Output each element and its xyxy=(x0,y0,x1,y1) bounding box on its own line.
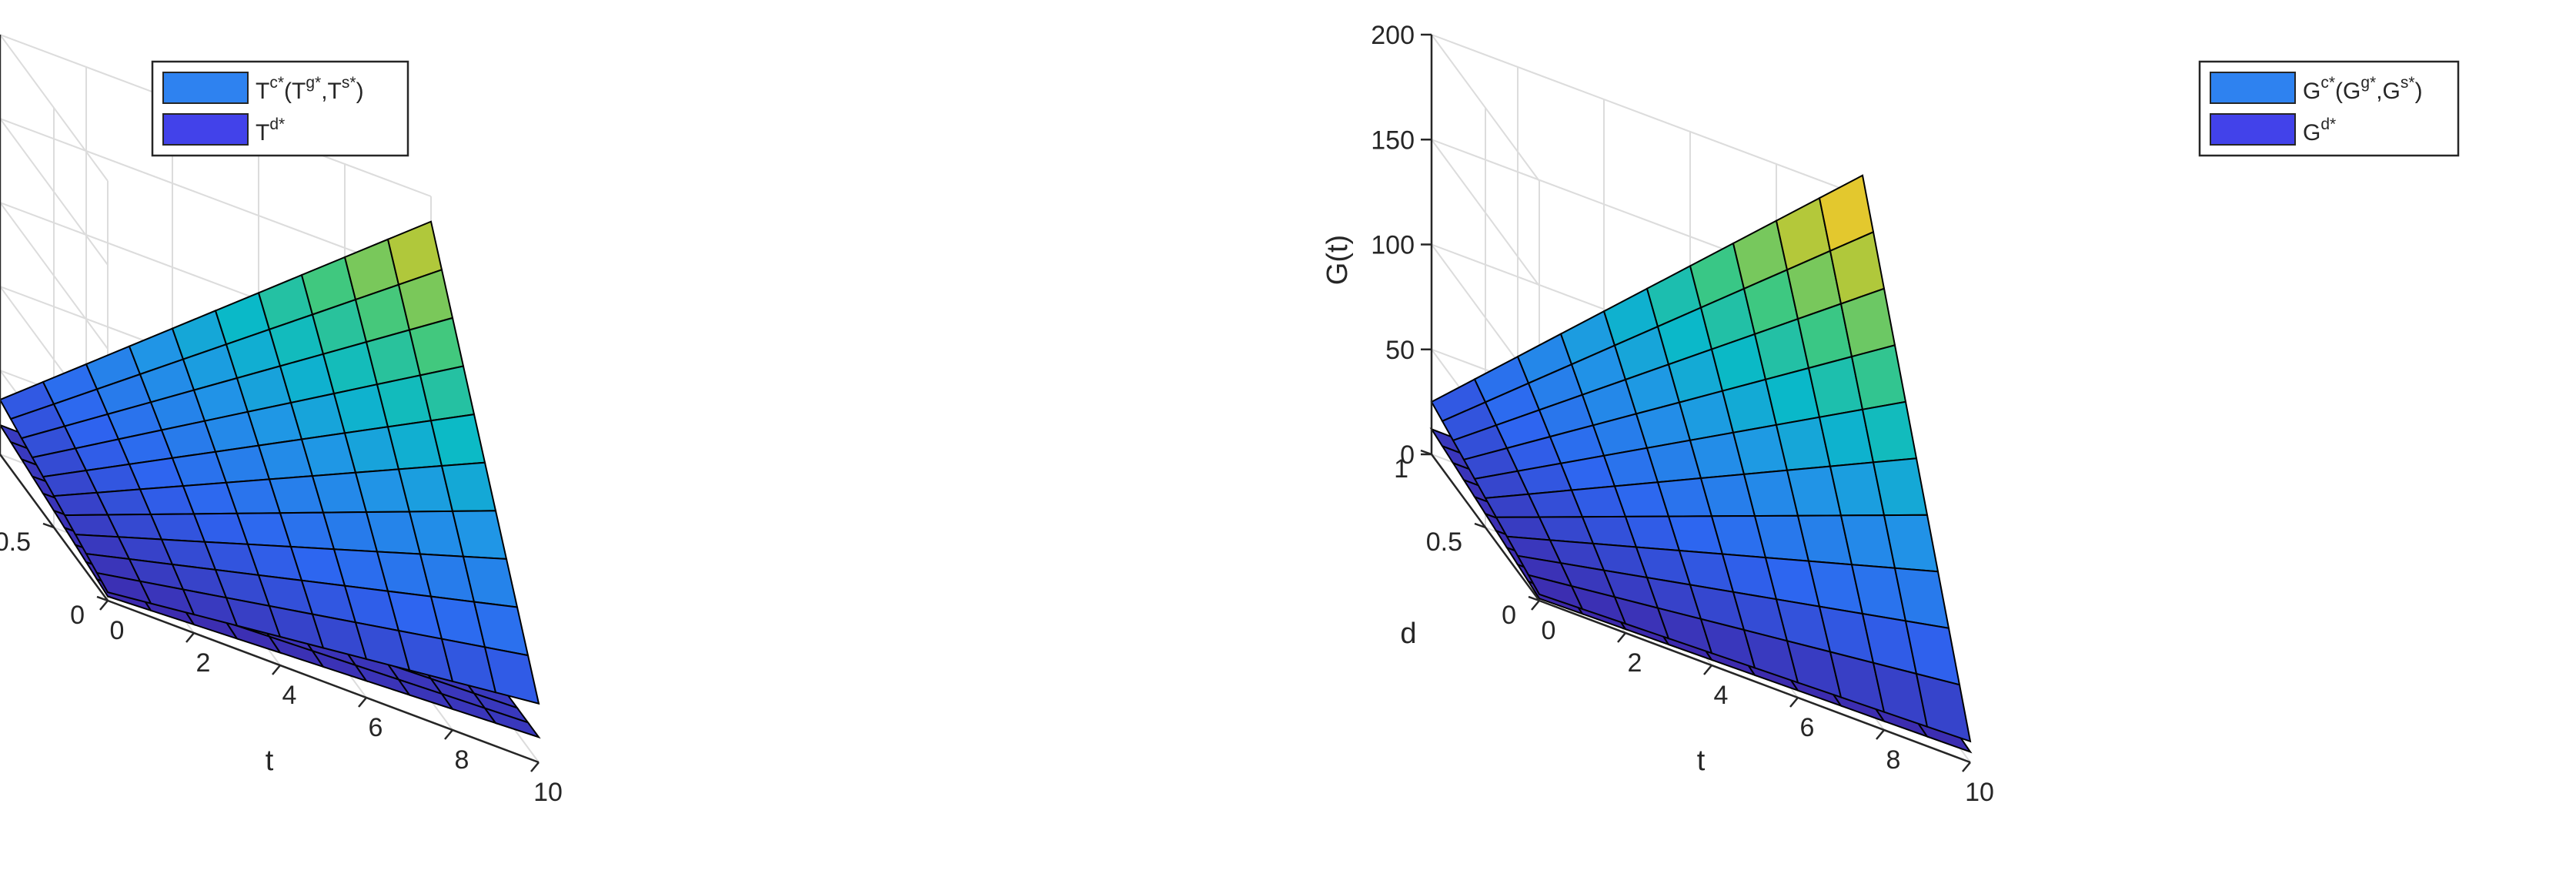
x-tick-mark xyxy=(272,665,281,675)
legend-swatch xyxy=(162,113,249,146)
right-surface-plot: 050100150200024681000.51G(t)tdGc*(Gg*,Gs… xyxy=(1321,21,2460,807)
x-tick-label: 2 xyxy=(196,648,211,678)
x-tick-mark xyxy=(185,632,195,643)
y-tick-mark xyxy=(1474,522,1486,529)
surface-patch xyxy=(483,646,540,705)
y-tick-label: 0 xyxy=(1502,601,1516,630)
legend: Gc*(Gg*,Gs*) Gd* xyxy=(2198,60,2460,157)
surface-patch xyxy=(1850,344,1907,410)
y-tick-mark xyxy=(1528,595,1540,602)
surface-patch xyxy=(1915,672,1972,743)
surface-series-0 xyxy=(0,220,540,705)
y-tick-label: 0.5 xyxy=(0,527,31,557)
x-tick-label: 2 xyxy=(1628,648,1642,678)
axes: 01020304050024681000.51 xyxy=(0,35,563,807)
x-tick-mark xyxy=(1703,665,1712,675)
x-axis-label: t xyxy=(1697,745,1706,777)
legend-entry-label: Gc*(Gg*,Gs*) xyxy=(2303,74,2423,104)
y-tick-label: 0 xyxy=(70,601,85,630)
x-tick-label: 0 xyxy=(1542,616,1556,645)
x-tick-label: 10 xyxy=(533,778,563,807)
x-tick-label: 8 xyxy=(455,745,469,775)
x-tick-mark xyxy=(358,697,367,708)
z-tick-label: 0 xyxy=(1400,440,1415,470)
x-tick-label: 4 xyxy=(282,681,297,710)
y-tick-mark xyxy=(1420,449,1432,456)
left-surface-plot: 01020304050024681000.51T(t)tdTc*(Tg*,Ts*… xyxy=(0,34,563,807)
z-tick-label: 100 xyxy=(1371,231,1415,260)
legend-entry-label: Gd* xyxy=(2303,116,2336,146)
z-axis-label: G(t) xyxy=(1321,235,1354,285)
z-tick-label: 50 xyxy=(1385,336,1415,365)
x-tick-mark xyxy=(1962,762,1971,772)
z-tick-label: 200 xyxy=(1371,21,1415,50)
x-tick-mark xyxy=(1531,600,1540,611)
x-tick-label: 0 xyxy=(110,616,125,645)
legend-swatch xyxy=(162,72,249,104)
x-axis-line xyxy=(1539,599,1971,764)
x-tick-label: 10 xyxy=(1965,778,1994,807)
legend-swatch xyxy=(2210,113,2296,146)
legend-swatch xyxy=(2210,72,2296,104)
x-tick-mark xyxy=(530,762,540,772)
y-axis-label: d xyxy=(1400,618,1416,650)
z-tick-label: 150 xyxy=(1371,126,1415,155)
x-axis-label: t xyxy=(266,745,274,777)
x-tick-mark xyxy=(99,600,109,611)
y-tick-label: 0.5 xyxy=(1426,527,1462,557)
x-tick-label: 8 xyxy=(1886,745,1901,775)
y-tick-label: 1 xyxy=(1394,454,1408,484)
legend-entry-label: Tc*(Tg*,Ts*) xyxy=(256,74,364,104)
y-tick-mark xyxy=(42,522,55,529)
x-tick-label: 4 xyxy=(1714,681,1729,710)
x-tick-label: 6 xyxy=(1800,713,1815,742)
y-tick-mark xyxy=(96,595,109,602)
x-tick-mark xyxy=(444,729,453,740)
grid-line xyxy=(1431,34,1863,197)
x-tick-label: 6 xyxy=(369,713,383,742)
x-tick-mark xyxy=(1789,697,1799,708)
x-tick-mark xyxy=(1617,632,1626,643)
x-tick-mark xyxy=(1876,729,1885,740)
surface-patch xyxy=(419,365,476,422)
surface-series-0 xyxy=(1430,174,1972,743)
legend-entry-label: Td* xyxy=(256,116,285,146)
x-axis-line xyxy=(107,599,540,764)
surface-patch xyxy=(483,706,541,739)
legend: Tc*(Tg*,Ts*) Td* xyxy=(151,60,409,157)
